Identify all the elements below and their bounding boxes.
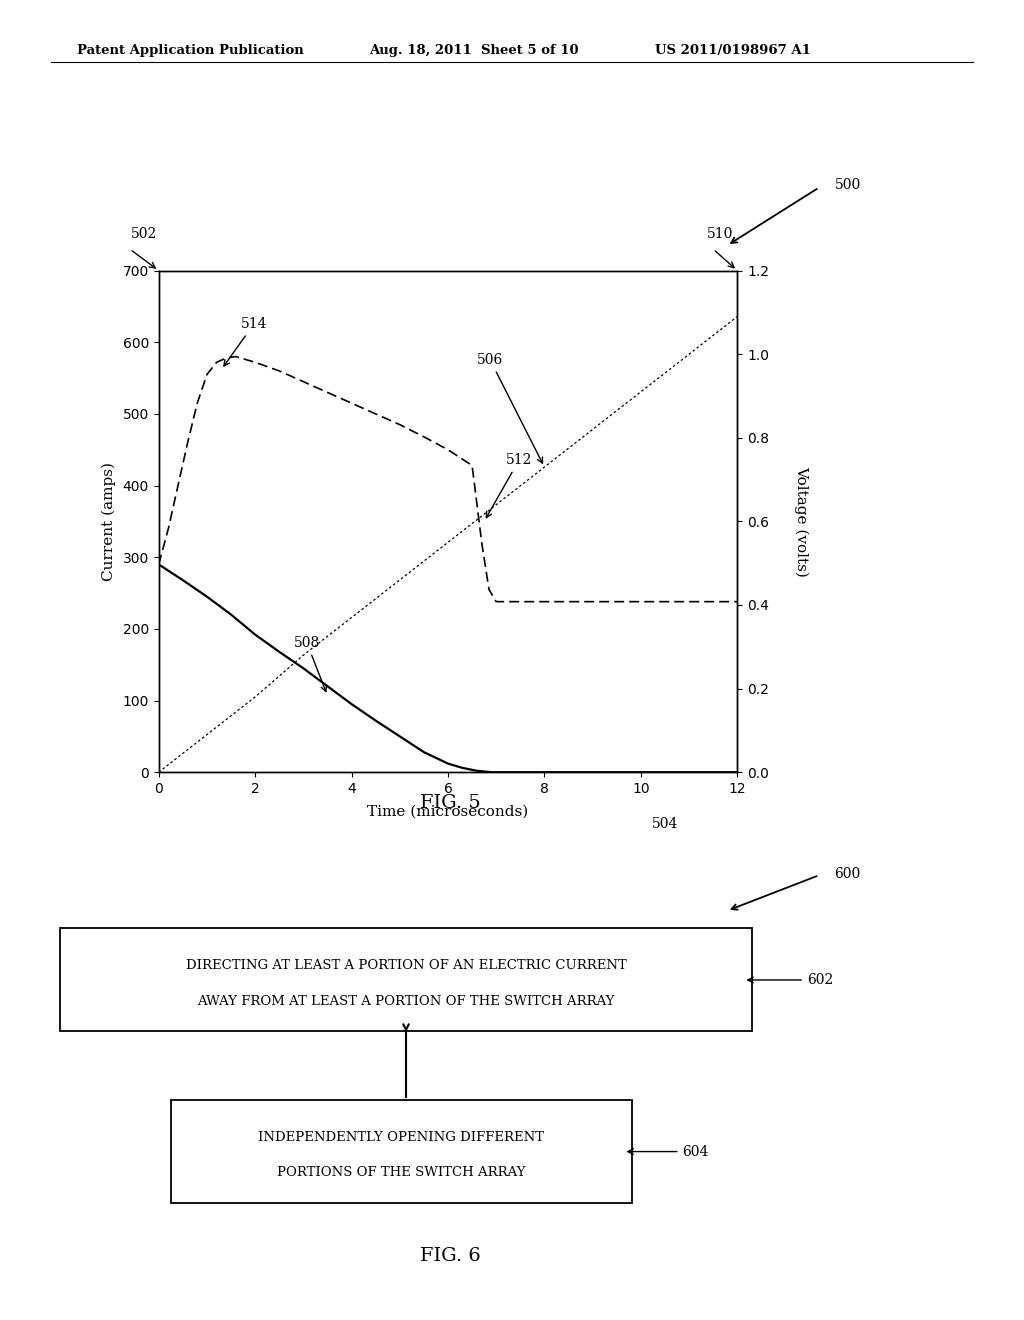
Text: 604: 604 <box>628 1144 709 1159</box>
Text: FIG. 6: FIG. 6 <box>420 1246 481 1265</box>
Text: 508: 508 <box>294 636 327 692</box>
Text: Aug. 18, 2011  Sheet 5 of 10: Aug. 18, 2011 Sheet 5 of 10 <box>369 44 579 57</box>
Text: 510: 510 <box>708 227 733 242</box>
Text: 502: 502 <box>131 227 158 242</box>
Text: INDEPENDENTLY OPENING DIFFERENT: INDEPENDENTLY OPENING DIFFERENT <box>258 1131 545 1143</box>
Text: Patent Application Publication: Patent Application Publication <box>77 44 303 57</box>
Text: 514: 514 <box>224 317 267 366</box>
Text: DIRECTING AT LEAST A PORTION OF AN ELECTRIC CURRENT: DIRECTING AT LEAST A PORTION OF AN ELECT… <box>185 960 627 972</box>
Text: AWAY FROM AT LEAST A PORTION OF THE SWITCH ARRAY: AWAY FROM AT LEAST A PORTION OF THE SWIT… <box>198 994 614 1007</box>
Text: 500: 500 <box>835 178 861 191</box>
Text: 600: 600 <box>835 867 861 880</box>
Y-axis label: Current (amps): Current (amps) <box>101 462 116 581</box>
Text: 504: 504 <box>651 817 678 832</box>
Text: US 2011/0198967 A1: US 2011/0198967 A1 <box>655 44 811 57</box>
X-axis label: Time (microseconds): Time (microseconds) <box>368 804 528 818</box>
Text: 512: 512 <box>486 453 532 517</box>
FancyBboxPatch shape <box>60 928 752 1031</box>
Text: 506: 506 <box>477 352 543 463</box>
Text: 602: 602 <box>748 973 834 987</box>
FancyBboxPatch shape <box>171 1100 632 1203</box>
Text: PORTIONS OF THE SWITCH ARRAY: PORTIONS OF THE SWITCH ARRAY <box>278 1166 525 1179</box>
Text: FIG. 5: FIG. 5 <box>420 793 481 812</box>
Y-axis label: Voltage (volts): Voltage (volts) <box>794 466 808 577</box>
